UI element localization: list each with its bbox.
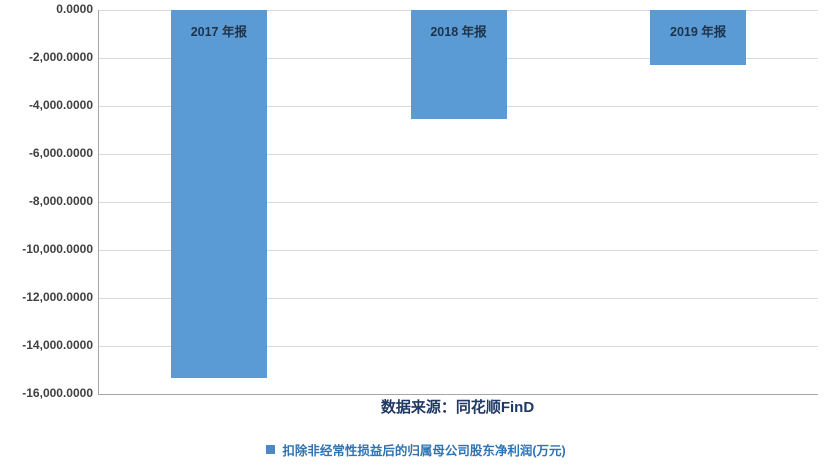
bar-label: 2018 年报 (430, 25, 487, 39)
bar-label: 2019 年报 (670, 25, 727, 39)
bar-2018: 2018 年报 (410, 10, 507, 119)
y-axis-tick-label: -14,000.0000 (22, 338, 93, 352)
plot-area: 2017 年报 2018 年报 2019 年报 (98, 10, 818, 395)
gridline (99, 250, 818, 251)
gridline (99, 154, 818, 155)
y-axis-tick-label: -4,000.0000 (28, 98, 93, 112)
y-axis-tick-label: -2,000.0000 (28, 50, 93, 64)
gridline (99, 202, 818, 203)
y-axis-tick-label: -6,000.0000 (28, 146, 93, 160)
y-axis-tick-label: -8,000.0000 (28, 194, 93, 208)
y-axis-tick-label: 0.0000 (56, 2, 93, 16)
y-axis-tick-label: -16,000.0000 (22, 386, 93, 400)
legend-label: 扣除非经常性损益后的归属母公司股东净利润(万元) (282, 444, 566, 458)
gridline (99, 346, 818, 347)
gridline (99, 298, 818, 299)
bar-2017: 2017 年报 (170, 10, 267, 378)
source-note: 数据来源：同花顺FinD (380, 399, 535, 416)
legend-square-icon (266, 445, 276, 454)
y-axis-tick-label: -12,000.0000 (22, 290, 93, 304)
legend: 扣除非经常性损益后的归属母公司股东净利润(万元) (0, 440, 832, 459)
bar-label: 2017 年报 (190, 25, 247, 39)
y-axis-tick-label: -10,000.0000 (22, 242, 93, 256)
bar-2019: 2019 年报 (650, 10, 747, 65)
